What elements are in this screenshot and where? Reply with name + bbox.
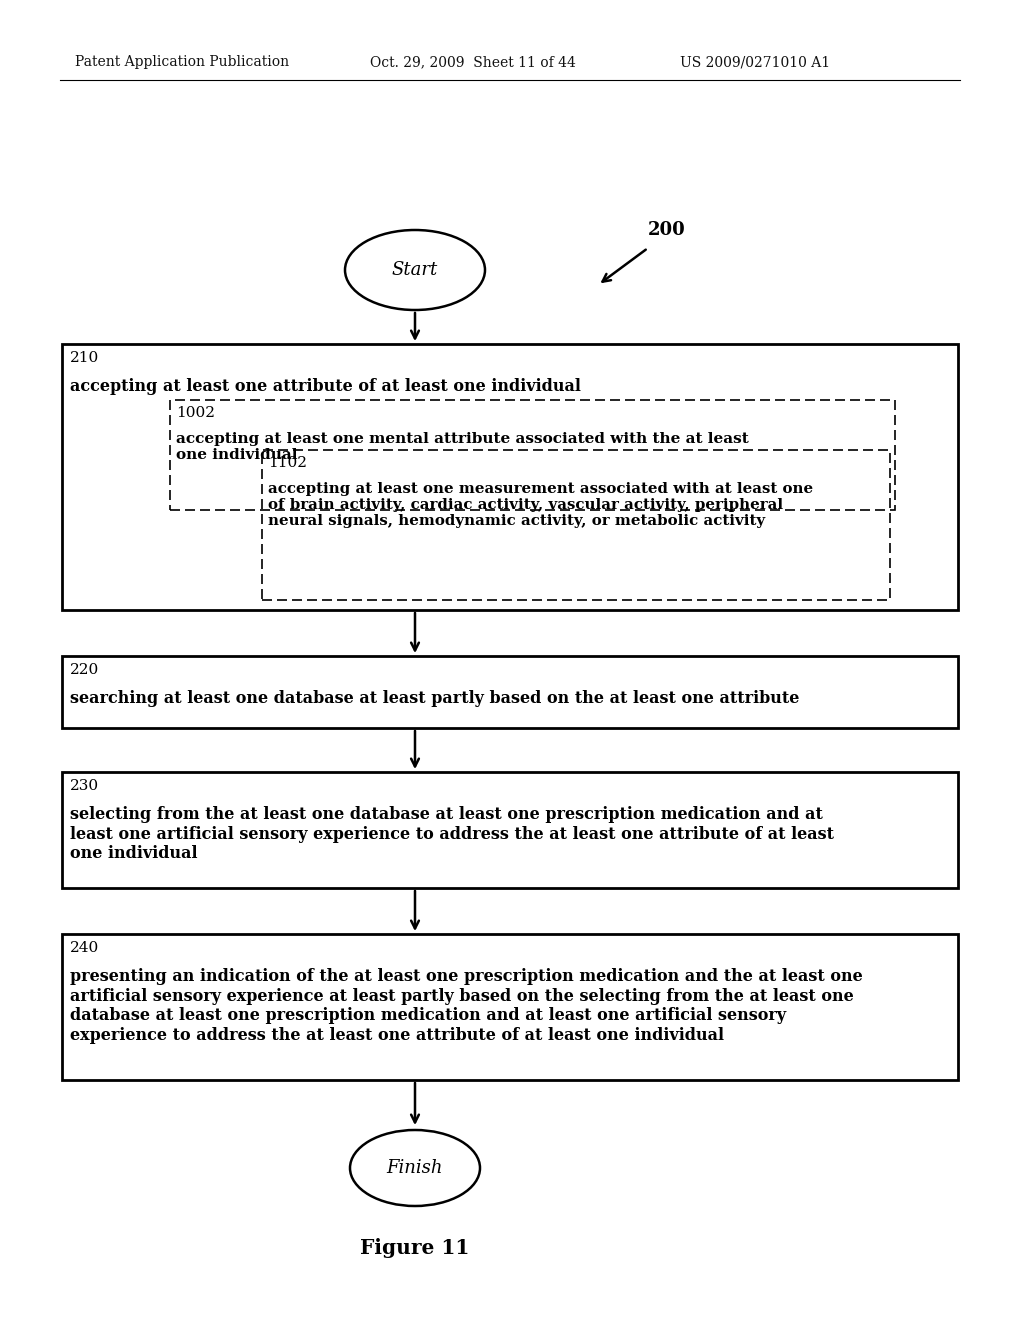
Bar [62, 935, 958, 1080]
Text: US 2009/0271010 A1: US 2009/0271010 A1 [680, 55, 830, 69]
Text: accepting at least one measurement associated with at least one
of brain activit: accepting at least one measurement assoc… [268, 482, 813, 528]
Text: Oct. 29, 2009  Sheet 11 of 44: Oct. 29, 2009 Sheet 11 of 44 [370, 55, 575, 69]
Text: presenting an indication of the at least one prescription medication and the at : presenting an indication of the at least… [70, 968, 863, 1044]
Bar [62, 656, 958, 729]
Text: 1102: 1102 [268, 455, 307, 470]
Text: 200: 200 [648, 220, 686, 239]
Text: Figure 11: Figure 11 [360, 1238, 470, 1258]
Text: 1002: 1002 [176, 407, 215, 420]
Text: Start: Start [392, 261, 438, 279]
Text: Finish: Finish [387, 1159, 443, 1177]
Bar [262, 450, 890, 601]
Text: 230: 230 [70, 779, 99, 793]
Text: searching at least one database at least partly based on the at least one attrib: searching at least one database at least… [70, 690, 800, 708]
Text: accepting at least one attribute of at least one individual: accepting at least one attribute of at l… [70, 378, 581, 395]
Text: 240: 240 [70, 941, 99, 954]
Text: accepting at least one mental attribute associated with the at least
one individ: accepting at least one mental attribute … [176, 432, 749, 462]
Text: 210: 210 [70, 351, 99, 366]
Text: Patent Application Publication: Patent Application Publication [75, 55, 289, 69]
Text: selecting from the at least one database at least one prescription medication an: selecting from the at least one database… [70, 807, 834, 862]
Bar [62, 772, 958, 888]
Bar [170, 400, 895, 510]
Text: 220: 220 [70, 663, 99, 677]
Bar [62, 345, 958, 610]
